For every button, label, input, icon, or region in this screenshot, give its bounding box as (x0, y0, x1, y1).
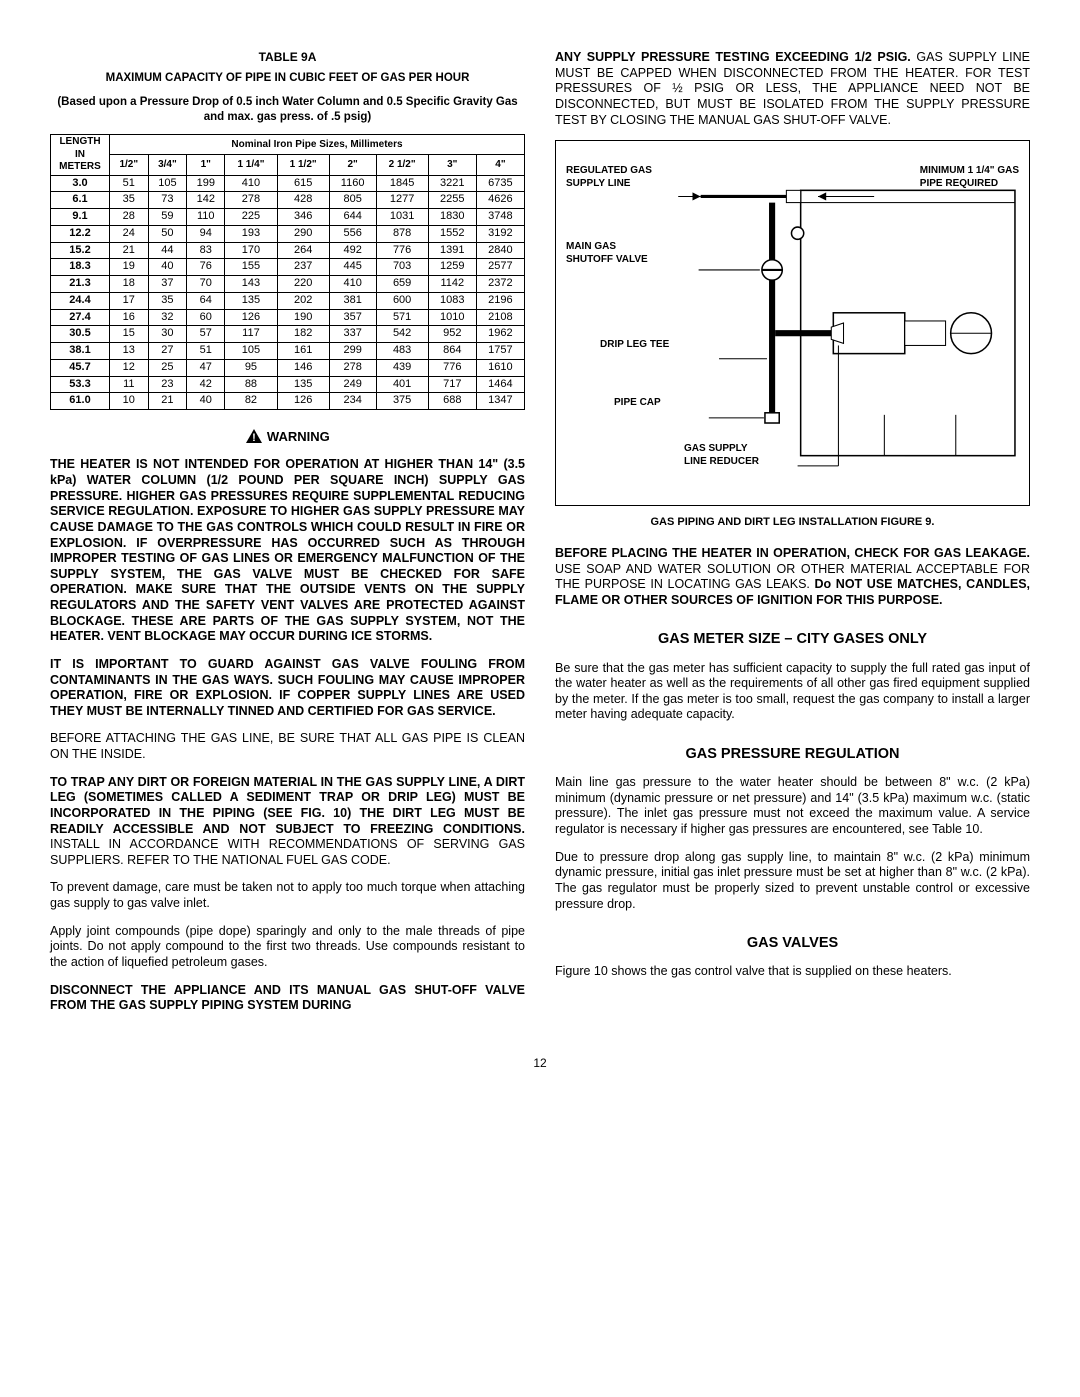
th-size: 3/4" (148, 155, 187, 175)
table-row: 6.13573142278428805127722554626 (51, 192, 525, 209)
right-p6: Figure 10 shows the gas control valve th… (555, 964, 1030, 980)
table-row: 27.416326012619035757110102108 (51, 309, 525, 326)
capacity-table: LENGTH IN METERS Nominal Iron Pipe Sizes… (50, 134, 525, 410)
th-size: 3" (428, 155, 476, 175)
left-p3: BEFORE ATTACHING THE GAS LINE, BE SURE T… (50, 731, 525, 762)
table-row: 24.417356413520238160010832196 (51, 292, 525, 309)
table-row: 18.319407615523744570312592577 (51, 259, 525, 276)
svg-text:!: ! (252, 432, 256, 444)
table-subtitle1: MAXIMUM CAPACITY OF PIPE IN CUBIC FEET O… (50, 71, 525, 85)
left-p4: TO TRAP ANY DIRT OR FOREIGN MATERIAL IN … (50, 775, 525, 869)
th-size: 1/2" (110, 155, 149, 175)
figure-caption: GAS PIPING AND DIRT LEG INSTALLATION FIG… (555, 516, 1030, 530)
h-gas-meter: GAS METER SIZE – CITY GASES ONLY (555, 630, 1030, 648)
left-p5: To prevent damage, care must be taken no… (50, 880, 525, 911)
lbl-reducer: GAS SUPPLYLINE REDUCER (684, 443, 759, 468)
lbl-pipe-cap: PIPE CAP (614, 397, 661, 410)
warn-p1: THE HEATER IS NOT INTENDED FOR OPERATION… (50, 457, 525, 645)
table-row: 53.3112342881352494017171464 (51, 376, 525, 393)
lbl-reg-gas: REGULATED GASSUPPLY LINE (566, 165, 652, 190)
right-p1: ANY SUPPLY PRESSURE TESTING EXCEEDING 1/… (555, 50, 1030, 128)
h-gas-pressure: GAS PRESSURE REGULATION (555, 745, 1030, 763)
warning-icon: ! (245, 428, 263, 444)
table-subtitle2: (Based upon a Pressure Drop of 0.5 inch … (50, 95, 525, 124)
left-p7: DISCONNECT THE APPLIANCE AND ITS MANUAL … (50, 983, 525, 1014)
th-size: 4" (476, 155, 524, 175)
th-size: 2 1/2" (376, 155, 428, 175)
table-title: TABLE 9A (50, 50, 525, 65)
th-size: 1 1/4" (225, 155, 277, 175)
lbl-drip-tee: DRIP LEG TEE (600, 339, 669, 352)
diagram-svg (568, 153, 1017, 493)
th-length: LENGTH (53, 136, 107, 149)
right-p3: Be sure that the gas meter has sufficien… (555, 661, 1030, 724)
table-row: 9.12859110225346644103118303748 (51, 209, 525, 226)
right-p2: BEFORE PLACING THE HEATER IN OPERATION, … (555, 546, 1030, 609)
lbl-min-pipe: MINIMUM 1 1/4" GASPIPE REQUIRED (920, 165, 1019, 190)
lbl-shutoff: MAIN GASSHUTOFF VALVE (566, 241, 648, 266)
h-gas-valves: GAS VALVES (555, 934, 1030, 952)
table-row: 61.0102140821262343756881347 (51, 393, 525, 410)
right-p5: Due to pressure drop along gas supply li… (555, 850, 1030, 913)
th-nominal: Nominal Iron Pipe Sizes, Millimeters (110, 135, 525, 155)
table-row: 12.224509419329055687815523192 (51, 225, 525, 242)
table-row: 15.221448317026449277613912840 (51, 242, 525, 259)
table-row: 38.11327511051612994838641757 (51, 343, 525, 360)
warning-header: ! WARNING (50, 428, 525, 445)
gas-piping-diagram: REGULATED GASSUPPLY LINE MINIMUM 1 1/4" … (555, 140, 1030, 506)
th-size: 1 1/2" (277, 155, 329, 175)
th-size: 1" (187, 155, 225, 175)
th-size: 2" (329, 155, 376, 175)
page-number: 12 (50, 1056, 1030, 1071)
table-row: 21.318377014322041065911422372 (51, 276, 525, 293)
table-row: 45.7122547951462784397761610 (51, 359, 525, 376)
table-row: 3.0511051994106151160184532216735 (51, 175, 525, 192)
right-p4: Main line gas pressure to the water heat… (555, 775, 1030, 838)
left-p6: Apply joint compounds (pipe dope) sparin… (50, 924, 525, 971)
table-row: 30.51530571171823375429521962 (51, 326, 525, 343)
warn-p2: IT IS IMPORTANT TO GUARD AGAINST GAS VAL… (50, 657, 525, 720)
th-meters: METERS (53, 161, 107, 174)
th-in: IN (53, 149, 107, 162)
